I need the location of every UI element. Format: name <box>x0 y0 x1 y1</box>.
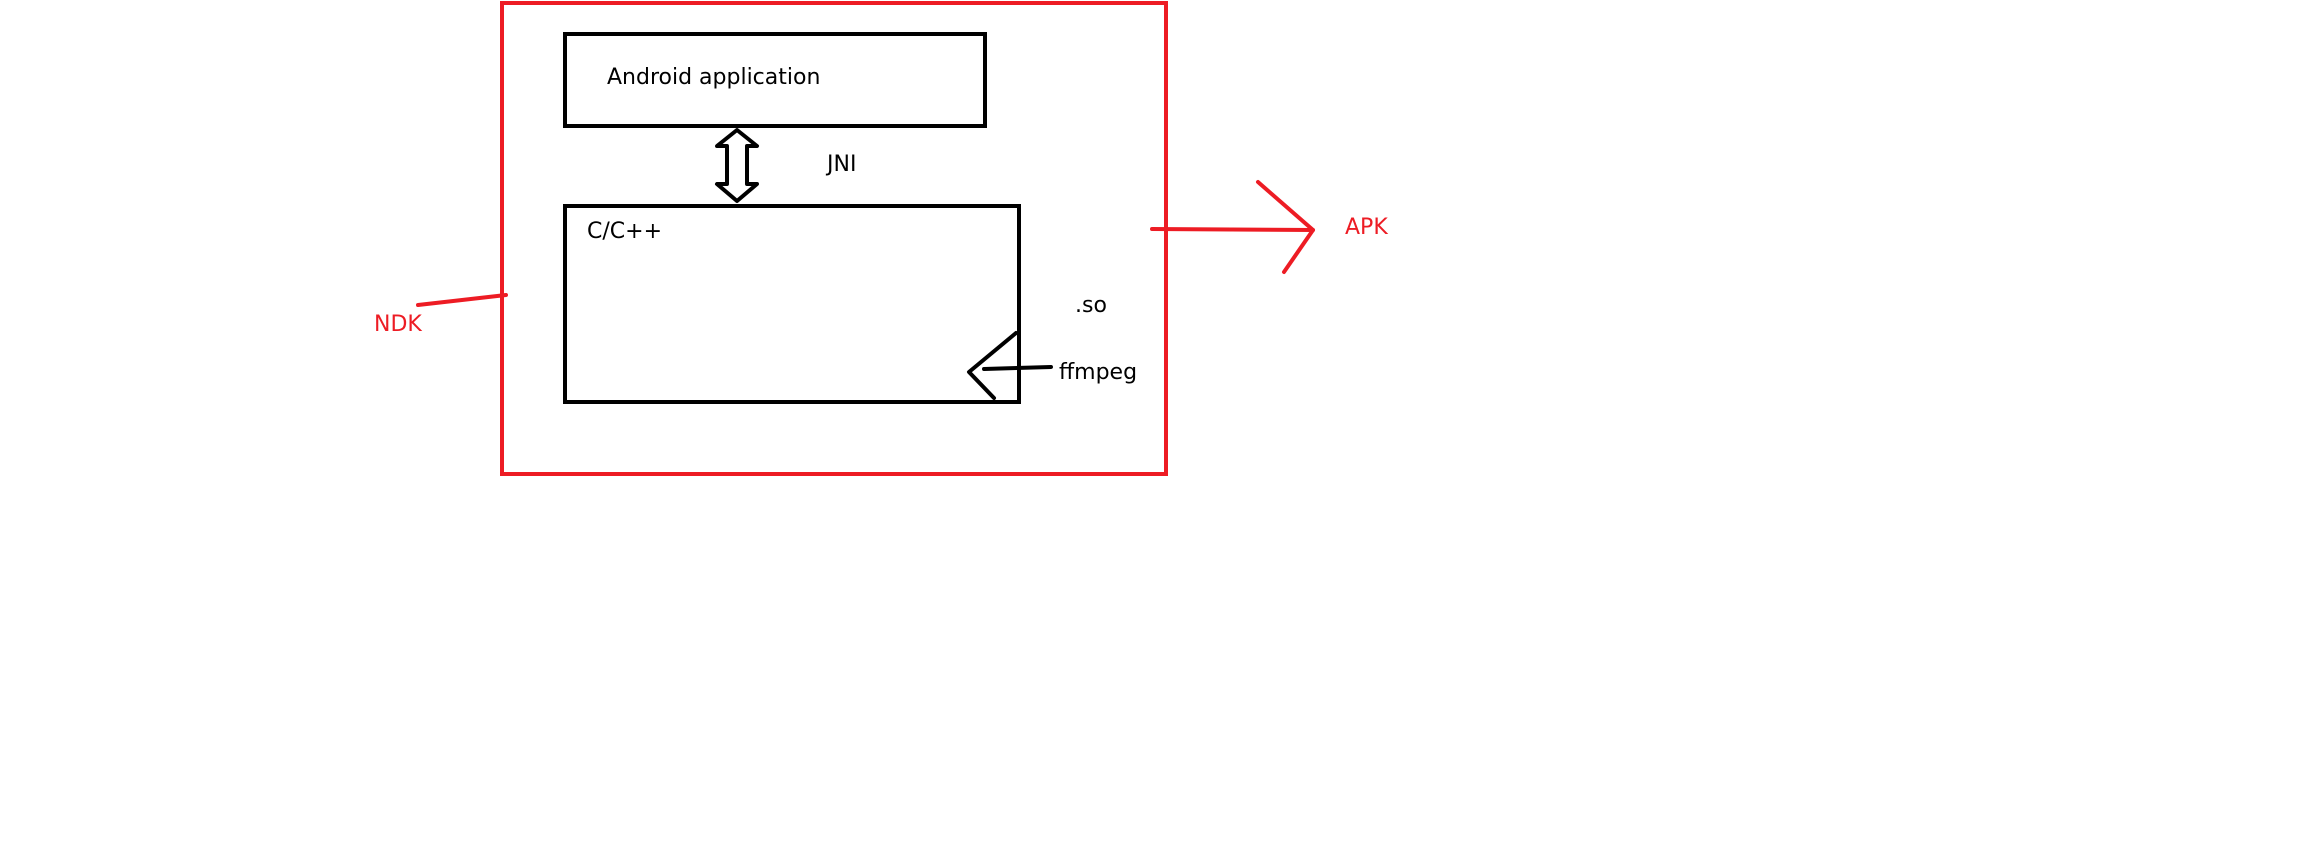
ndk-label: NDK <box>374 312 422 337</box>
ffmpeg-label: ffmpeg <box>1059 360 1137 385</box>
apk-label: APK <box>1345 215 1388 240</box>
ndk-boundary-box <box>500 1 1168 476</box>
ffmpeg-arrow-shaft <box>982 365 1053 371</box>
android-application-box <box>563 32 987 128</box>
cpp-label: C/C++ <box>587 219 662 244</box>
apk-arrow-head <box>1256 180 1315 274</box>
ndk-pointer-line <box>416 293 508 307</box>
ffmpeg-arrow-head <box>967 331 1018 400</box>
cpp-box <box>563 204 1021 404</box>
jni-double-arrow <box>715 128 759 203</box>
jni-label: JNI <box>825 152 856 177</box>
apk-arrow-shaft <box>1150 227 1315 232</box>
so-label: .so <box>1075 293 1107 318</box>
android-application-label: Android application <box>607 65 820 90</box>
